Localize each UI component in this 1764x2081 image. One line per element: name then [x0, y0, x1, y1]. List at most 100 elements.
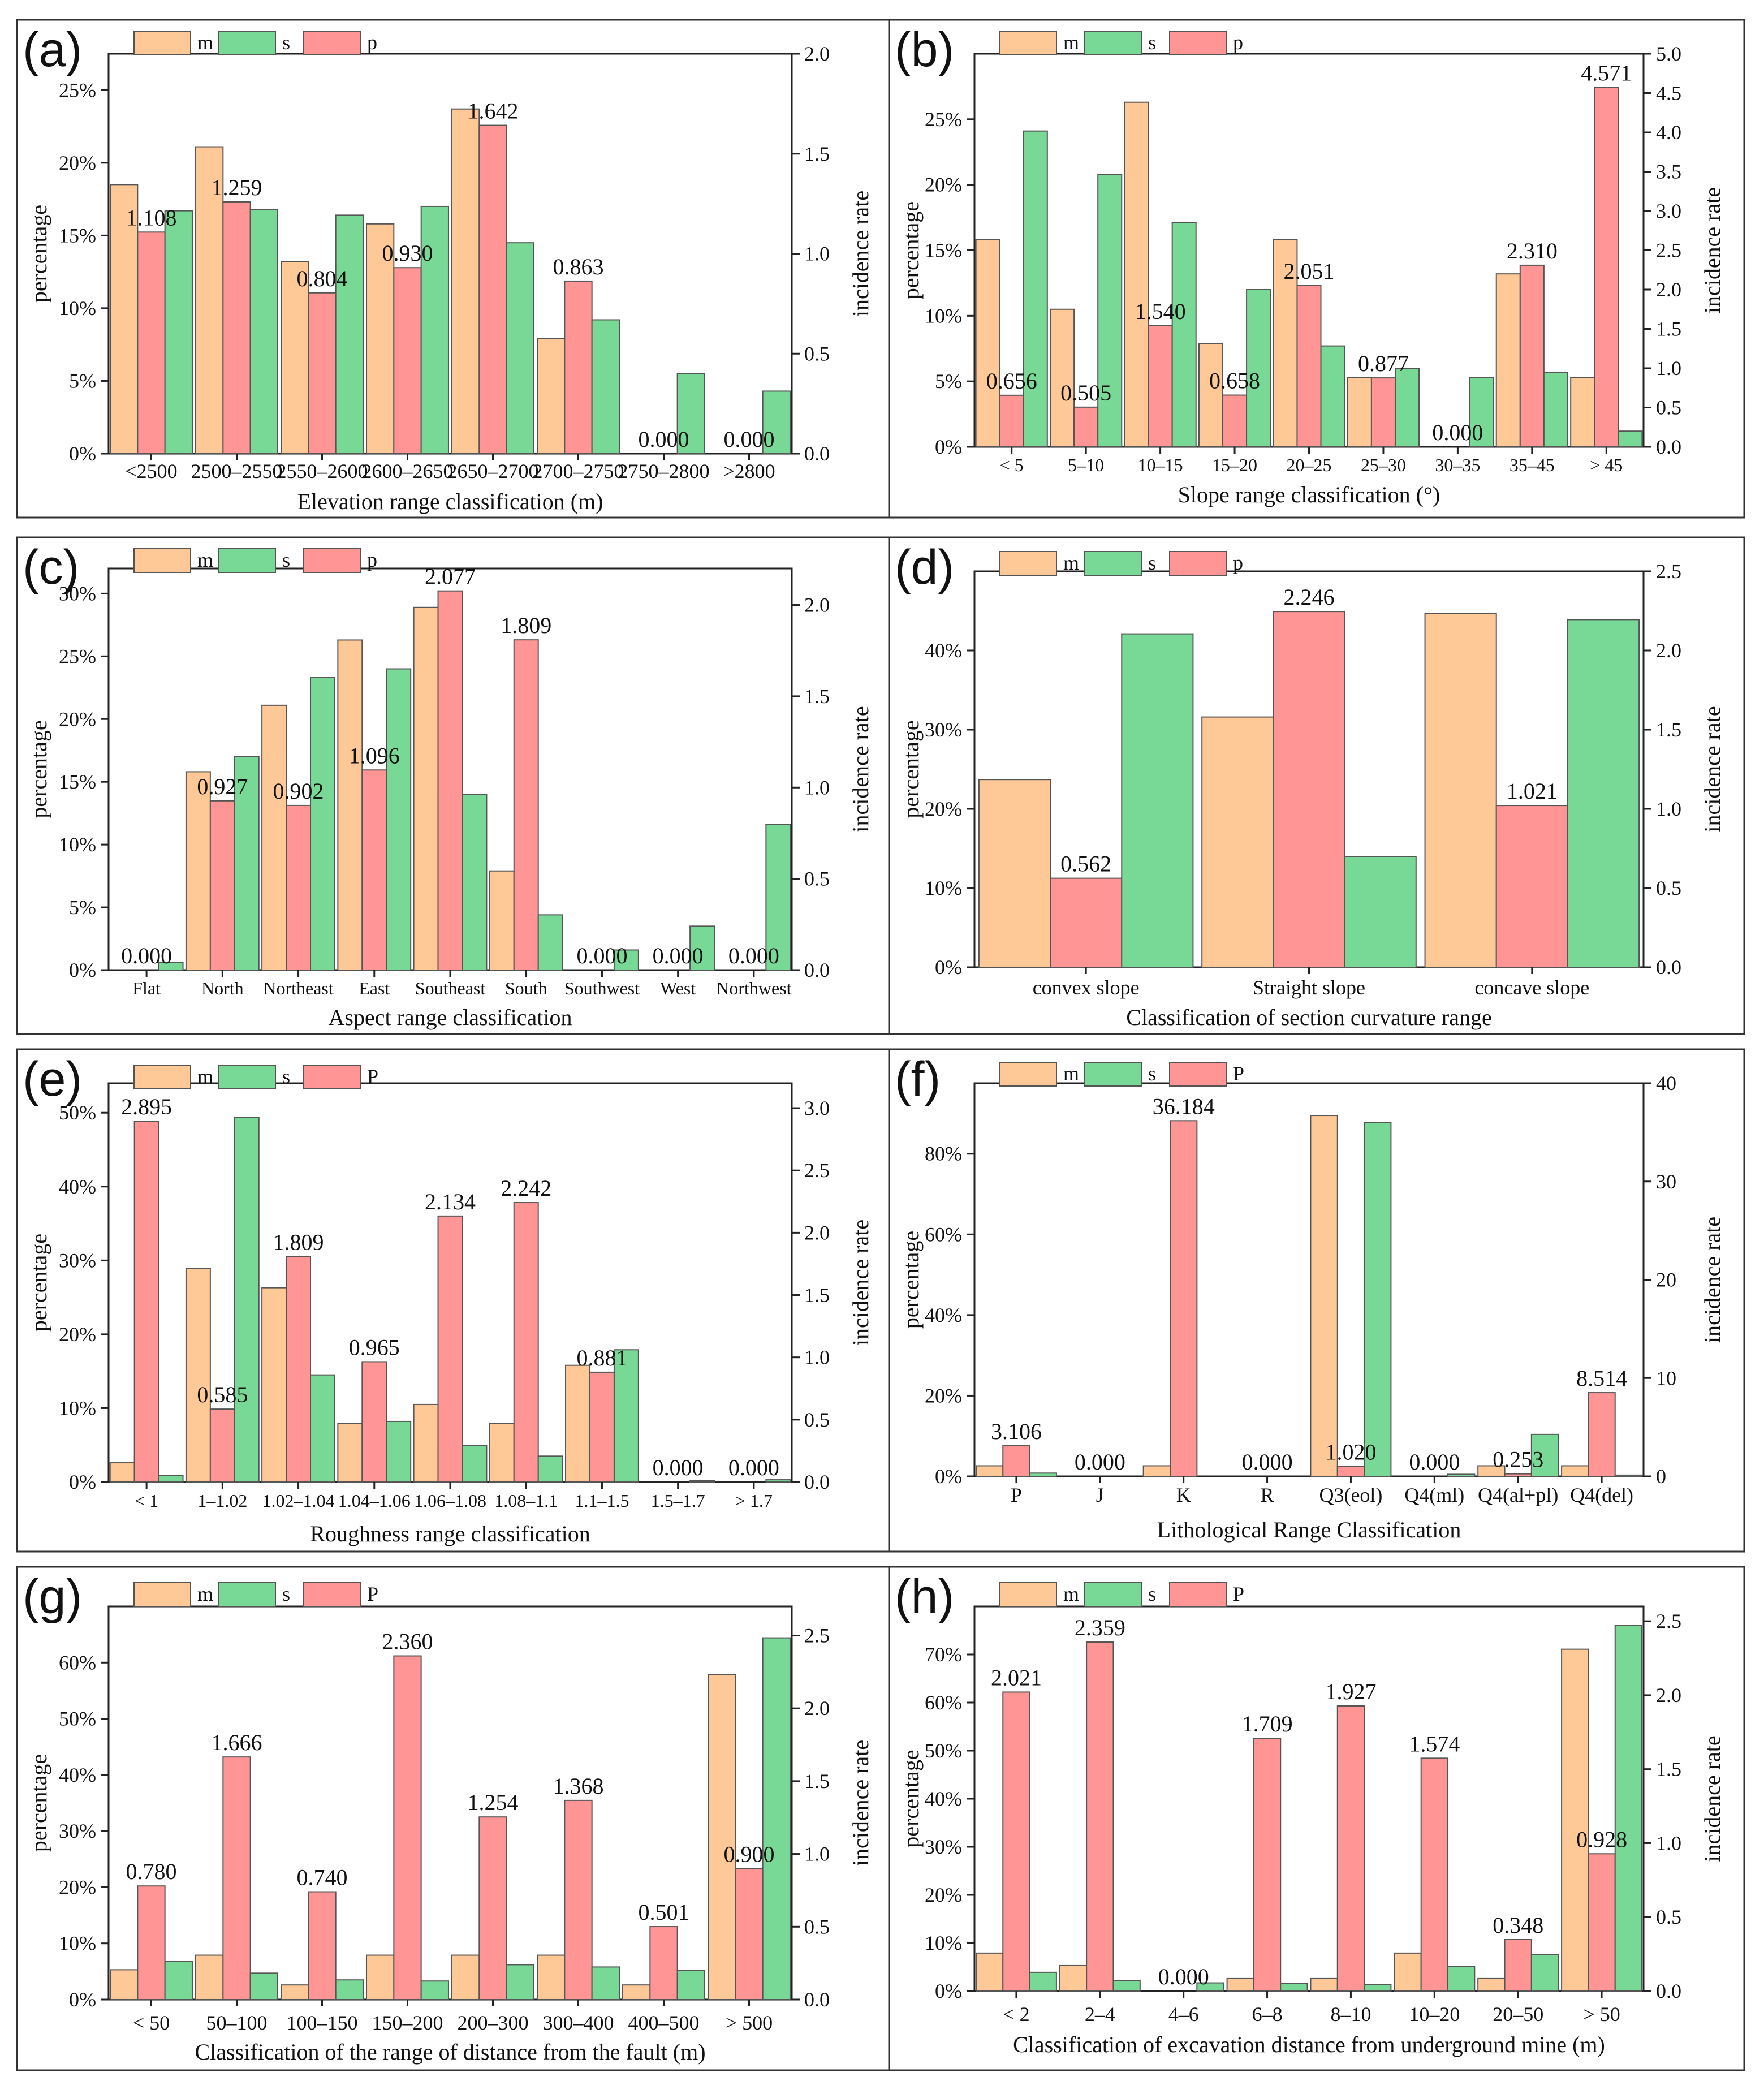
y-axis-title: percentage [26, 1234, 51, 1332]
x-axis-title: Classification of excavation distance fr… [1013, 2032, 1605, 2057]
bar-s [506, 1964, 534, 2001]
data-label-p: 0.000 [1075, 1449, 1125, 1475]
bar-s [158, 962, 184, 971]
bar-m [1477, 1465, 1506, 1477]
bar-m [1477, 1977, 1506, 1992]
data-label-p: 1.666 [212, 1730, 262, 1755]
x-tick-label: K [1176, 1484, 1191, 1506]
bar-s [1171, 222, 1197, 447]
panel-label: (c) [23, 540, 79, 594]
data-label-p: 2.242 [501, 1175, 551, 1201]
x-axis-title: Classification of section curvature rang… [1126, 1005, 1491, 1030]
bar-m [537, 1954, 566, 2000]
legend-label-s: s [1148, 1062, 1156, 1085]
data-label-p: 0.863 [553, 254, 604, 279]
bar-m [975, 239, 1000, 447]
x-tick-label: Northeast [263, 978, 334, 998]
legend-label-p: p [367, 549, 377, 571]
x-tick-label: P [1011, 1484, 1022, 1506]
panel-e: (e) 0% 10% 20% 30% 40% 50% 0.0 0.5 1.0 1.5 2.0 2.5 3.… [16, 1048, 890, 1553]
y-tick-label: 60% [59, 1651, 96, 1674]
bar-m [1347, 377, 1372, 448]
bar-s [1344, 856, 1417, 968]
bar-m [185, 1268, 211, 1483]
x-tick-label: West [660, 978, 696, 998]
bar-s [1246, 289, 1271, 447]
y2-tick-label: 2.0 [1656, 639, 1681, 662]
y-tick-label: 0% [935, 956, 962, 979]
bar-m [337, 1423, 363, 1483]
x-tick-label: Q4(ml) [1404, 1484, 1464, 1506]
data-label-p: 0.965 [349, 1334, 400, 1360]
y-tick-label: 80% [925, 1143, 962, 1165]
legend-swatch-m [133, 548, 191, 573]
x-tick-label: 2500–2550 [191, 460, 283, 482]
x-axis-title: Slope range classification (°) [1178, 482, 1440, 507]
bar-s [1121, 633, 1194, 968]
data-label-p: 0.348 [1493, 1912, 1543, 1938]
bar-m [1124, 101, 1149, 447]
bar-m [489, 1423, 515, 1483]
y2-tick-label: 0.5 [804, 868, 830, 890]
bar-m [975, 1952, 1004, 1992]
y2-tick-label: 0.0 [804, 959, 830, 981]
y2-tick-label: 3.0 [804, 1097, 830, 1119]
y-tick-label: 15% [59, 770, 96, 793]
bar-p [308, 292, 337, 454]
bar-s [1614, 1625, 1643, 1992]
bar-s [234, 1117, 260, 1483]
y-tick-label: 25% [59, 645, 96, 667]
bar-s [335, 214, 364, 454]
y-tick-label: 25% [59, 79, 96, 101]
x-tick-label: 10–20 [1409, 2003, 1460, 2026]
legend-swatch-s [218, 31, 276, 55]
bar-s [762, 390, 791, 455]
y2-tick-label: 1.0 [804, 1843, 830, 1865]
legend-swatch-m [133, 1065, 191, 1089]
data-label-p: 0.927 [197, 774, 248, 799]
y2-tick-label: 0.0 [1656, 956, 1681, 979]
bar-p [1273, 611, 1345, 968]
data-label-p: 0.656 [986, 368, 1037, 394]
x-tick-label: 150–200 [372, 2011, 443, 2034]
x-tick-label: >2800 [723, 460, 775, 482]
data-label-p: 2.077 [425, 564, 476, 589]
data-label-p: 0.000 [1409, 1449, 1460, 1475]
bar-p [393, 267, 422, 454]
data-label-p: 1.540 [1135, 299, 1186, 324]
panel-border [888, 1566, 1745, 2071]
y2-tick-label: 3.0 [1656, 200, 1681, 222]
bar-p [393, 1655, 422, 2001]
data-label-p: 2.895 [121, 1094, 172, 1119]
bar-s [335, 1979, 364, 2000]
legend-label-m: m [1063, 552, 1079, 574]
y2-tick-label: 2.5 [1656, 560, 1681, 583]
data-label-p: 2.310 [1507, 238, 1558, 264]
y2-tick-label: 2.5 [1656, 239, 1681, 262]
y-tick-label: 40% [925, 639, 962, 662]
bar-m [1561, 1648, 1589, 1992]
bar-s [386, 668, 412, 971]
y-tick-label: 10% [925, 304, 962, 327]
bar-m [978, 779, 1051, 968]
y-tick-label: 15% [59, 224, 96, 247]
bar-s [613, 949, 639, 971]
bar-s [310, 1374, 335, 1483]
legend-swatch-p [303, 31, 361, 55]
x-tick-label: 50–100 [206, 2011, 268, 2034]
data-label-p: 0.505 [1060, 380, 1111, 406]
x-tick-label: 10–15 [1138, 455, 1183, 475]
y-tick-label: 5% [69, 369, 96, 392]
legend-label-p: P [1233, 1583, 1244, 1605]
bar-p [137, 231, 166, 454]
y2-tick-label: 1.5 [1656, 1758, 1681, 1781]
bar-s [591, 319, 620, 455]
y-tick-label: 30% [925, 718, 962, 741]
bar-p [589, 1371, 615, 1483]
legend-label-s: s [1148, 1583, 1156, 1605]
bar-p [137, 1885, 166, 2000]
legend-swatch-s [218, 1582, 276, 1607]
data-label-p: 0.900 [724, 1841, 775, 1867]
